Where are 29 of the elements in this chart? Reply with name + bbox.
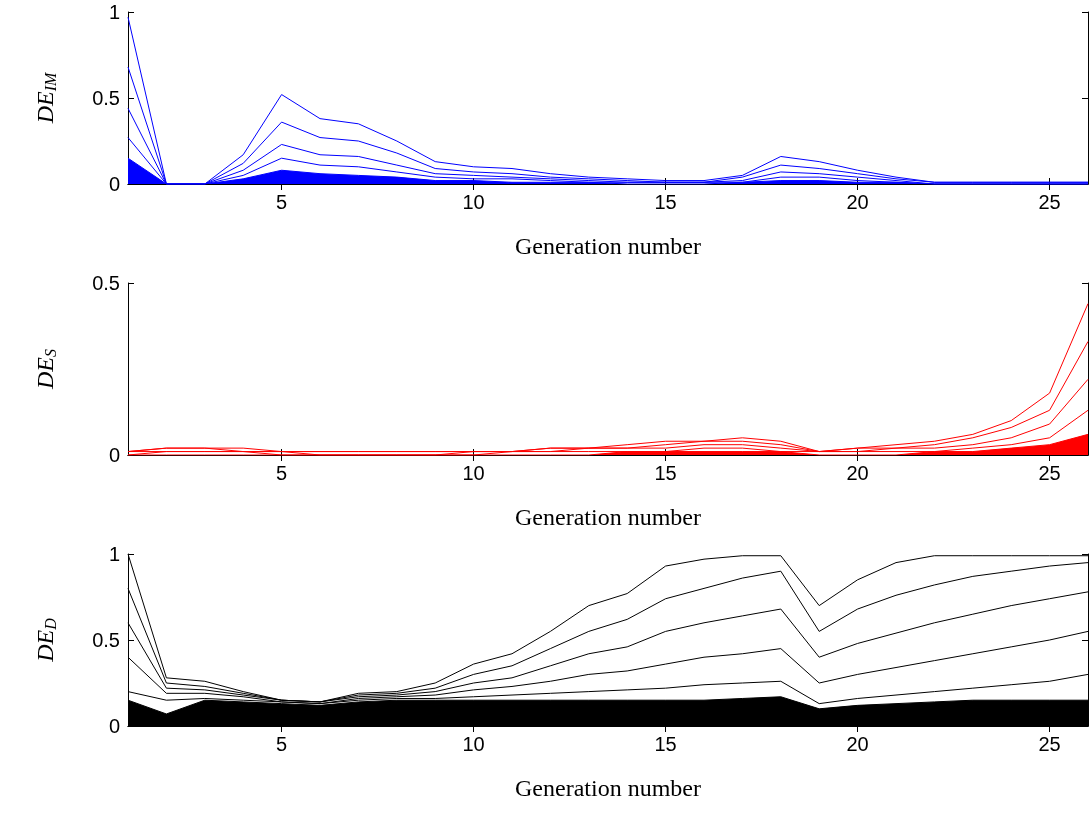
x-tick-label: 15	[654, 191, 677, 213]
y-tick-label: 0.5	[92, 629, 120, 651]
x-tick-label: 20	[846, 191, 869, 213]
x-tick-label: 10	[462, 462, 485, 484]
x-tick-label: 25	[1038, 191, 1061, 213]
x-tick-label: 5	[276, 462, 288, 484]
y-tick-label: 0.5	[92, 87, 120, 109]
x-tick-label: 20	[846, 733, 869, 755]
y-axis-title: DED	[32, 617, 59, 663]
x-tick-label: 25	[1038, 462, 1061, 484]
y-tick-label: 0	[108, 173, 120, 195]
x-axis-title: Generation number	[515, 233, 701, 259]
x-tick-label: 5	[276, 191, 288, 213]
x-tick-label: 15	[654, 462, 677, 484]
x-tick-label: 25	[1038, 733, 1061, 755]
x-tick-label: 15	[654, 733, 677, 755]
x-axis-title: Generation number	[515, 504, 701, 530]
y-axis-title: DEIM	[32, 71, 59, 125]
x-tick-label: 20	[846, 462, 869, 484]
y-tick-label: 0	[108, 715, 120, 737]
y-tick-label: 1	[108, 1, 120, 23]
x-tick-label: 10	[462, 733, 485, 755]
y-tick-label: 0	[108, 444, 120, 466]
y-tick-label: 0.5	[92, 272, 120, 294]
y-tick-label: 1	[108, 543, 120, 565]
x-axis-title: Generation number	[515, 775, 701, 801]
y-axis-title: DES	[32, 349, 59, 390]
x-tick-label: 5	[276, 733, 288, 755]
x-tick-label: 10	[462, 191, 485, 213]
